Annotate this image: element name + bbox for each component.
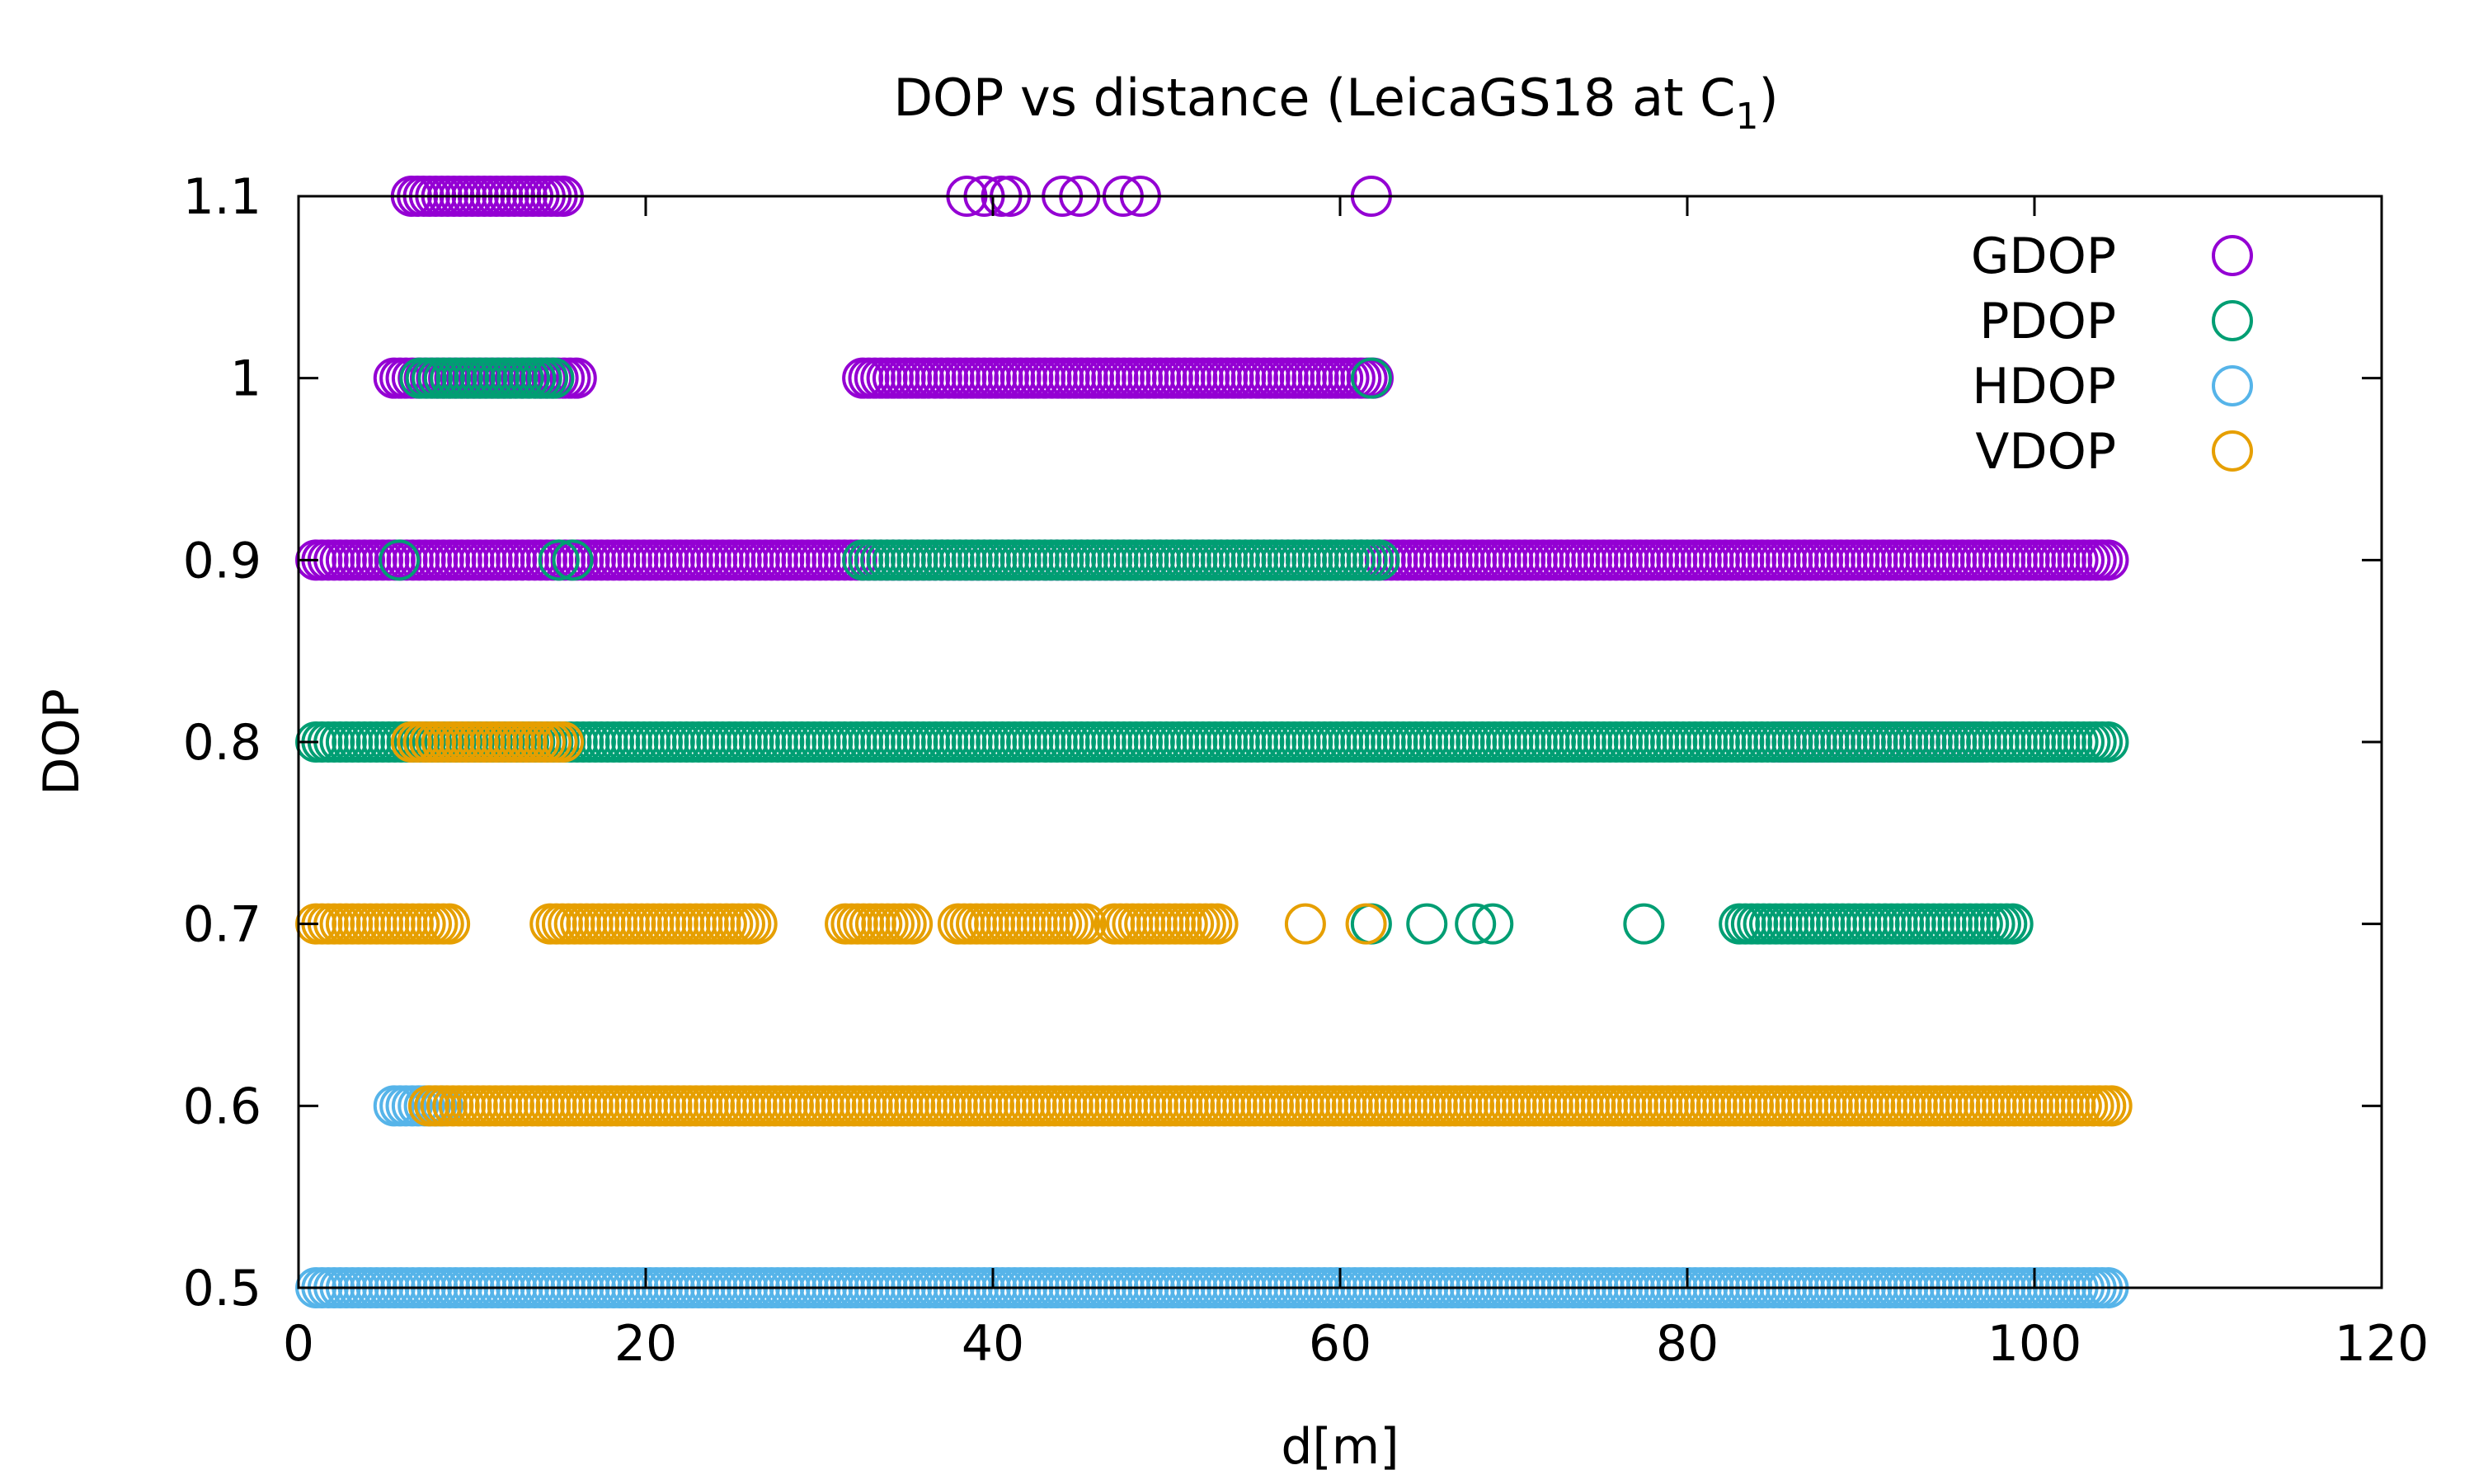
- x-tick-label: 0: [283, 1315, 314, 1373]
- legend-label-gdop: GDOP: [1971, 228, 2116, 285]
- x-tick-label: 60: [1309, 1315, 1371, 1373]
- data-point: [1406, 903, 1448, 945]
- data-point: [736, 903, 778, 945]
- data-point: [1358, 539, 1400, 581]
- y-tick-label: 1.1: [183, 168, 261, 226]
- x-axis-ticks: 0 20 40 60 80 100 120: [283, 196, 2429, 1373]
- legend-marker-hdop: [2212, 365, 2253, 406]
- x-axis-label: d[m]: [1281, 1418, 1399, 1476]
- legend-marker-vdop: [2212, 430, 2253, 472]
- data-point: [1623, 903, 1665, 945]
- y-tick-label: 0.5: [183, 1260, 261, 1317]
- data-point: [543, 721, 585, 763]
- data-point: [538, 539, 580, 581]
- legend-label-pdop: PDOP: [1979, 293, 2116, 350]
- legend: GDOP PDOP HDOP VDOP: [1971, 228, 2253, 481]
- x-tick-label: 40: [962, 1315, 1024, 1373]
- data-point: [2087, 721, 2129, 763]
- y-axis-label: DOP: [33, 688, 91, 796]
- legend-label-vdop: VDOP: [1975, 423, 2116, 481]
- x-tick-label: 100: [1987, 1315, 2082, 1373]
- data-point: [552, 539, 594, 581]
- data-point: [1472, 903, 1514, 945]
- legend-marker-pdop: [2212, 300, 2253, 341]
- series-gdop: [295, 176, 2129, 763]
- data-point: [379, 539, 421, 581]
- data-point: [2091, 1085, 2133, 1127]
- x-tick-label: 120: [2335, 1315, 2429, 1373]
- y-tick-label: 0.6: [183, 1078, 261, 1135]
- y-tick-label: 0.9: [183, 532, 261, 589]
- data-point: [1350, 357, 1392, 399]
- data-point: [1345, 903, 1387, 945]
- data-point: [1455, 903, 1497, 945]
- data-point: [1197, 903, 1239, 945]
- legend-marker-gdop: [2212, 235, 2253, 276]
- data-point: [1992, 903, 2034, 945]
- legend-label-hdop: HDOP: [1972, 358, 2116, 416]
- data-point: [1284, 903, 1326, 945]
- series-pdop: [295, 357, 2129, 945]
- data-point: [1065, 903, 1107, 945]
- data-point: [555, 357, 597, 399]
- chart-title: DOP vs distance (LeicaGS18 at C1): [893, 68, 1778, 138]
- data-point: [533, 357, 575, 399]
- x-tick-label: 20: [614, 1315, 677, 1373]
- data-point: [429, 903, 471, 945]
- series-vdop: [295, 721, 2133, 1127]
- data-point: [2087, 539, 2129, 581]
- y-axis-ticks: 0.5 0.6 0.7 0.8 0.9 1 1.1: [183, 168, 2382, 1317]
- y-tick-label: 0.7: [183, 896, 261, 954]
- chart-title-subscript: 1: [1735, 96, 1758, 138]
- data-marks: [295, 176, 2133, 1308]
- y-tick-label: 0.8: [183, 714, 261, 772]
- data-point: [891, 903, 934, 945]
- x-tick-label: 80: [1656, 1315, 1719, 1373]
- y-tick-label: 1: [230, 350, 261, 408]
